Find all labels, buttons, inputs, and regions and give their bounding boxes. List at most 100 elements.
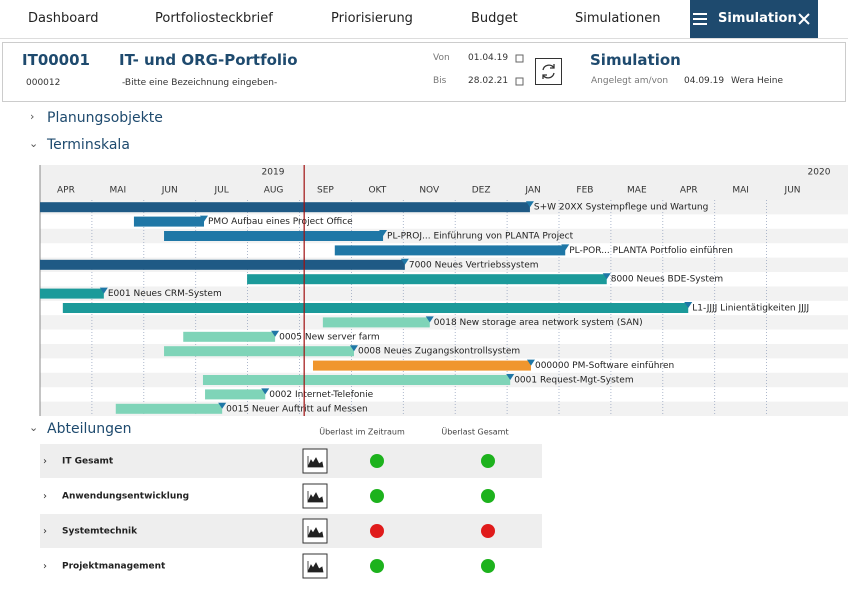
- section-title[interactable]: Planungsobjekte: [47, 110, 163, 126]
- bar-label: 7000 Neues Vertriebssystem: [409, 260, 539, 270]
- gantt-bar: [247, 274, 607, 285]
- bar-label: 0005 New server farm: [279, 332, 380, 342]
- column-header: Überlast Gesamt: [441, 427, 508, 437]
- gantt-bar: [312, 360, 531, 371]
- gantt-bar: [133, 216, 205, 227]
- gantt-bar: [40, 202, 530, 213]
- bar-label: 000000 PM-Software einführen: [535, 361, 674, 371]
- month-label: DEZ: [472, 186, 491, 196]
- header-box: [2, 42, 846, 102]
- bar-marker: [400, 258, 409, 265]
- gantt-bar: [322, 317, 430, 328]
- row-band: [40, 444, 542, 478]
- row-band: [40, 514, 542, 548]
- gantt-bar: [205, 389, 266, 400]
- created-by: Wera Heine: [731, 76, 784, 86]
- to-date[interactable]: 28.02.21: [468, 76, 509, 86]
- active-tab[interactable]: Simulation: [690, 0, 818, 38]
- month-label: JUN: [161, 186, 178, 196]
- year-label: 2020: [808, 168, 831, 178]
- department-name: Systemtechnik: [62, 527, 138, 537]
- bar-label: 0018 New storage area network system (SA…: [434, 318, 643, 328]
- month-label: SEP: [317, 186, 334, 196]
- status-dot: [370, 524, 384, 538]
- bar-label: E001 Neues CRM-System: [108, 289, 222, 299]
- description[interactable]: -Bitte eine Bezeichnung eingeben-: [122, 78, 278, 88]
- section-title[interactable]: Terminskala: [47, 137, 130, 153]
- collapse-icon[interactable]: ⌄: [29, 421, 39, 434]
- bar-marker: [526, 359, 535, 366]
- bar-label: 0001 Request-Mgt-System: [514, 376, 633, 386]
- bar-marker: [200, 215, 209, 222]
- chart-icon: [307, 491, 324, 503]
- month-label: NOV: [419, 186, 440, 196]
- expand-icon: ›: [43, 561, 47, 572]
- month-label: FEB: [576, 186, 593, 196]
- bar-marker: [218, 402, 227, 409]
- status-dot: [481, 454, 495, 468]
- row-band: [40, 315, 848, 330]
- nav-tab[interactable]: Dashboard: [28, 11, 99, 26]
- bar-marker: [506, 374, 515, 380]
- calendar-icons[interactable]: [515, 53, 525, 88]
- timeline-header: [40, 165, 848, 200]
- section-title[interactable]: Abteilungen: [47, 421, 132, 437]
- month-label: JUL: [214, 186, 229, 196]
- nav-tab[interactable]: Priorisierung: [331, 11, 413, 26]
- created-label: Angelegt am/von: [591, 76, 669, 86]
- month-label: AUG: [264, 186, 284, 196]
- month-label: MAI: [110, 186, 127, 196]
- menu-icon: [693, 13, 707, 25]
- bar-marker: [379, 230, 388, 236]
- column-header: Überlast im Zeitraum: [319, 427, 405, 437]
- nav-bar: Dashboard Portfoliosteckbrief Priorisier…: [0, 0, 848, 39]
- bar-label: S+W 20XX Systempflege und Wartung: [534, 203, 708, 213]
- bar-marker: [525, 201, 534, 208]
- bar-label: 0002 Internet-Telefonie: [269, 390, 373, 400]
- gantt-bar: [202, 375, 511, 385]
- month-label: APR: [680, 186, 698, 196]
- gantt-bar: [183, 331, 276, 342]
- status-dot: [370, 454, 384, 468]
- status-dot: [370, 489, 384, 503]
- month-label: OKT: [368, 186, 386, 196]
- month-label: MAI: [732, 186, 749, 196]
- status-dot: [481, 559, 495, 573]
- status-dot: [481, 524, 495, 538]
- departments: Überlast im Zeitraum Überlast Gesamt › IT G…: [40, 427, 542, 579]
- expand-icon: ›: [43, 491, 47, 502]
- gantt-bar: [40, 259, 405, 270]
- chart-icon: [307, 526, 324, 538]
- gantt-bar: [164, 231, 384, 241]
- title: IT- und ORG-Portfolio: [119, 51, 298, 69]
- gantt-bar: [334, 245, 566, 256]
- expand-icon[interactable]: ›: [30, 110, 35, 123]
- month-label: JAN: [524, 186, 540, 196]
- month-label: MAE: [627, 186, 647, 196]
- refresh-button[interactable]: [535, 58, 562, 85]
- bar-marker: [684, 302, 693, 308]
- bar-marker: [261, 388, 270, 395]
- gantt-bar: [164, 346, 354, 357]
- close-icon[interactable]: [798, 13, 810, 25]
- nav-tab[interactable]: Portfoliosteckbrief: [155, 11, 273, 26]
- collapse-icon[interactable]: ⌄: [29, 137, 39, 150]
- nav-tab[interactable]: Budget: [471, 11, 518, 26]
- chart-icon: [307, 456, 324, 468]
- gantt-bar: [115, 403, 223, 414]
- department-name: Anwendungsentwicklung: [62, 492, 189, 502]
- created-date: 04.09.19: [684, 76, 725, 86]
- year-label: 2019: [262, 168, 285, 178]
- status-dot: [481, 489, 495, 503]
- from-date[interactable]: 01.04.19: [468, 53, 509, 63]
- id: IT00001: [22, 51, 90, 69]
- status-dot: [370, 559, 384, 573]
- row-band: [40, 286, 848, 301]
- department-name: Projektmanagement: [62, 562, 166, 572]
- bar-label: PL-POR... PLANTA Portfolio einführen: [569, 246, 733, 256]
- nav-tab[interactable]: Simulationen: [575, 11, 661, 26]
- gantt-bar: [62, 303, 689, 313]
- bar-marker: [425, 316, 434, 323]
- mode: Simulation: [590, 51, 681, 69]
